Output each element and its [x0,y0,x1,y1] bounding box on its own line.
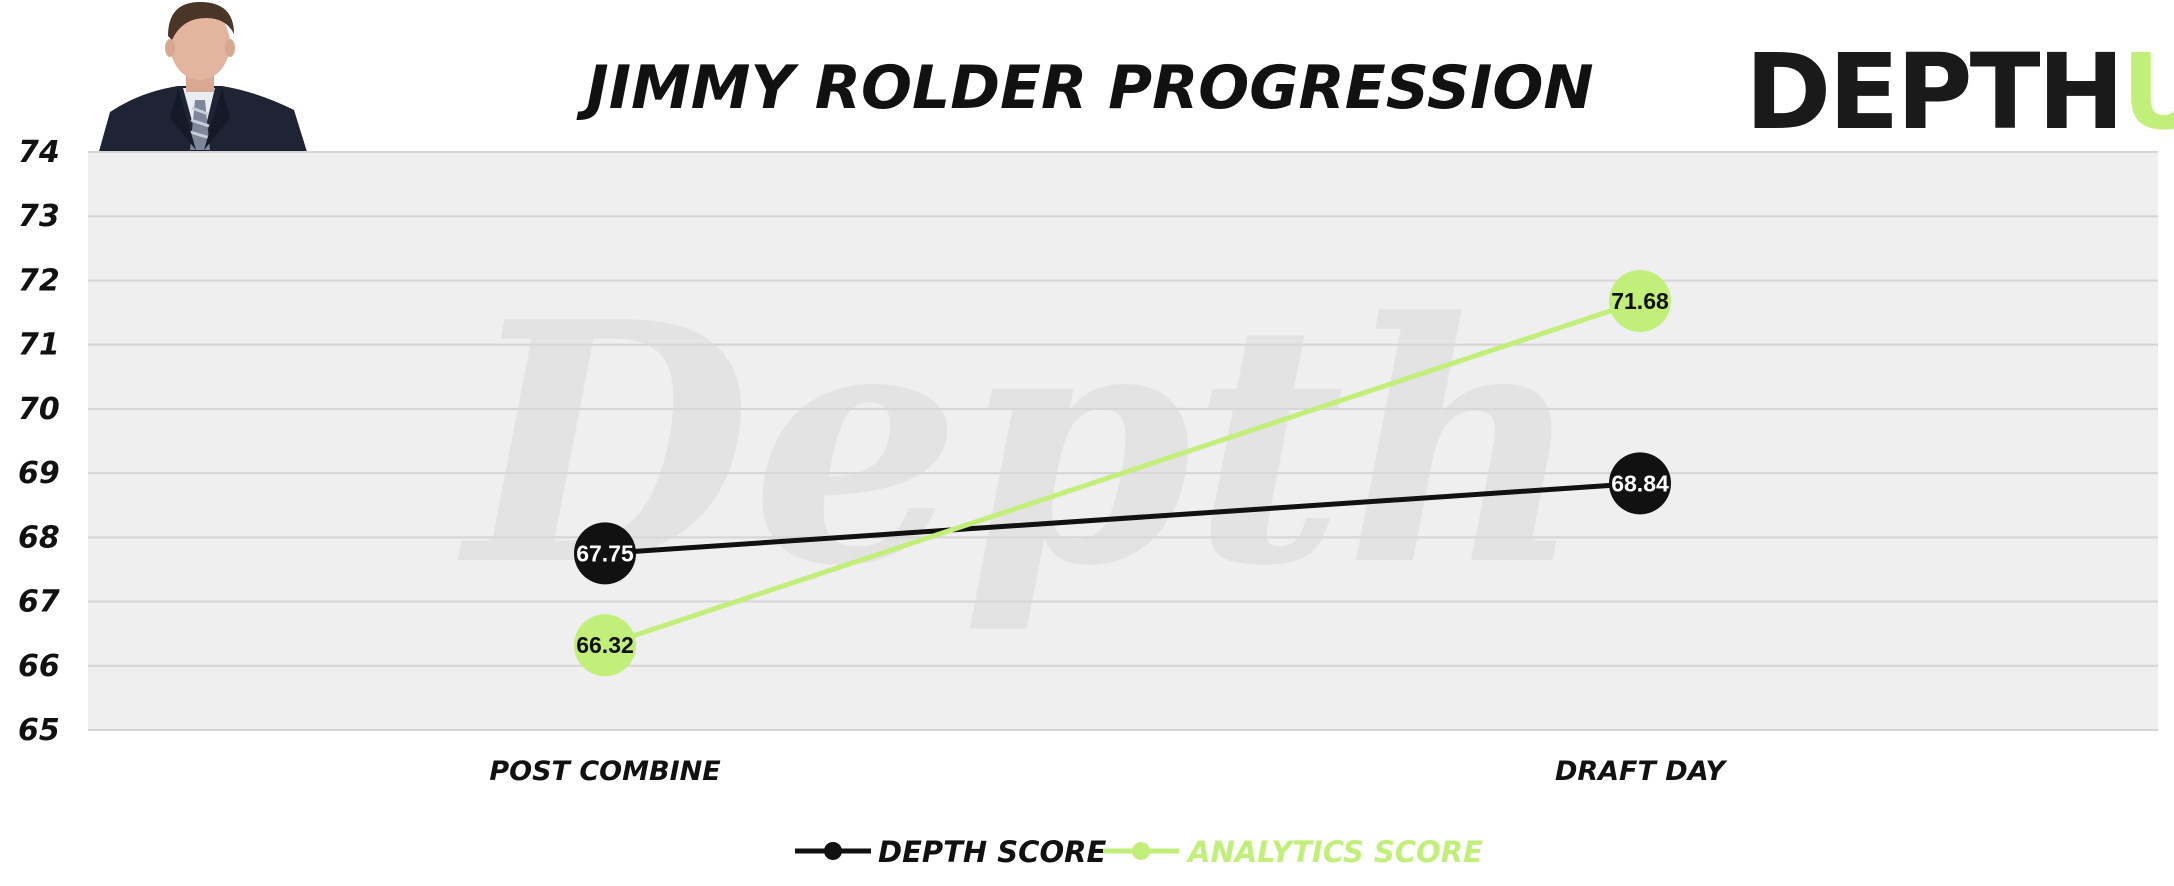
data-point [1609,269,1671,332]
legend: DEPTH SCORE ANALYTICS SCORE [795,835,1483,869]
legend-marker [1132,842,1150,860]
brand-logo-accent: U [2122,31,2174,153]
legend-label: ANALYTICS SCORE [1186,835,1483,869]
watermark-text: Depth [455,250,1585,638]
chart-title: JIMMY ROLDER PROGRESSION [576,53,1593,123]
legend-marker [824,842,842,860]
x-tick-label: POST COMBINE [489,756,721,787]
series-line [602,480,1643,556]
y-tick-label: 74 [18,135,60,170]
legend-label: DEPTH SCORE [878,835,1106,869]
brand-logo-main: DEPTH [1745,31,2122,153]
player-headshot-icon [95,0,310,155]
svg-text:DEPTHU: DEPTHU [1745,31,2174,153]
y-tick-label: 67 [18,585,60,620]
data-label: 71.68 [1611,288,1669,314]
data-point [574,522,636,585]
brand-logo: DEPTHU [1745,31,2174,153]
depth-watermark: Depth [455,250,1585,638]
data-point [574,614,636,677]
data-label: 67.75 [576,540,634,566]
x-tick-label: DRAFT DAY [1555,756,1728,787]
data-label: 68.84 [1611,470,1669,496]
y-tick-label: 71 [18,328,60,363]
series: 67.75 68.84 66.32 71.68 [574,269,1671,677]
plot-background [88,152,2158,730]
data-label: 66.32 [576,632,634,658]
series-line [602,298,1643,648]
y-tick-label: 68 [18,520,60,555]
y-tick-label: 66 [18,649,60,684]
y-tick-label: 65 [18,713,60,748]
gridlines [88,151,2158,731]
y-axis: 65 66 67 68 69 70 71 72 73 74 [18,135,60,748]
x-axis: POST COMBINE DRAFT DAY [489,756,1727,787]
y-tick-label: 72 [18,263,60,298]
y-tick-label: 73 [18,199,60,234]
data-point [1609,452,1671,515]
y-tick-label: 69 [18,456,60,491]
y-tick-label: 70 [18,392,60,427]
